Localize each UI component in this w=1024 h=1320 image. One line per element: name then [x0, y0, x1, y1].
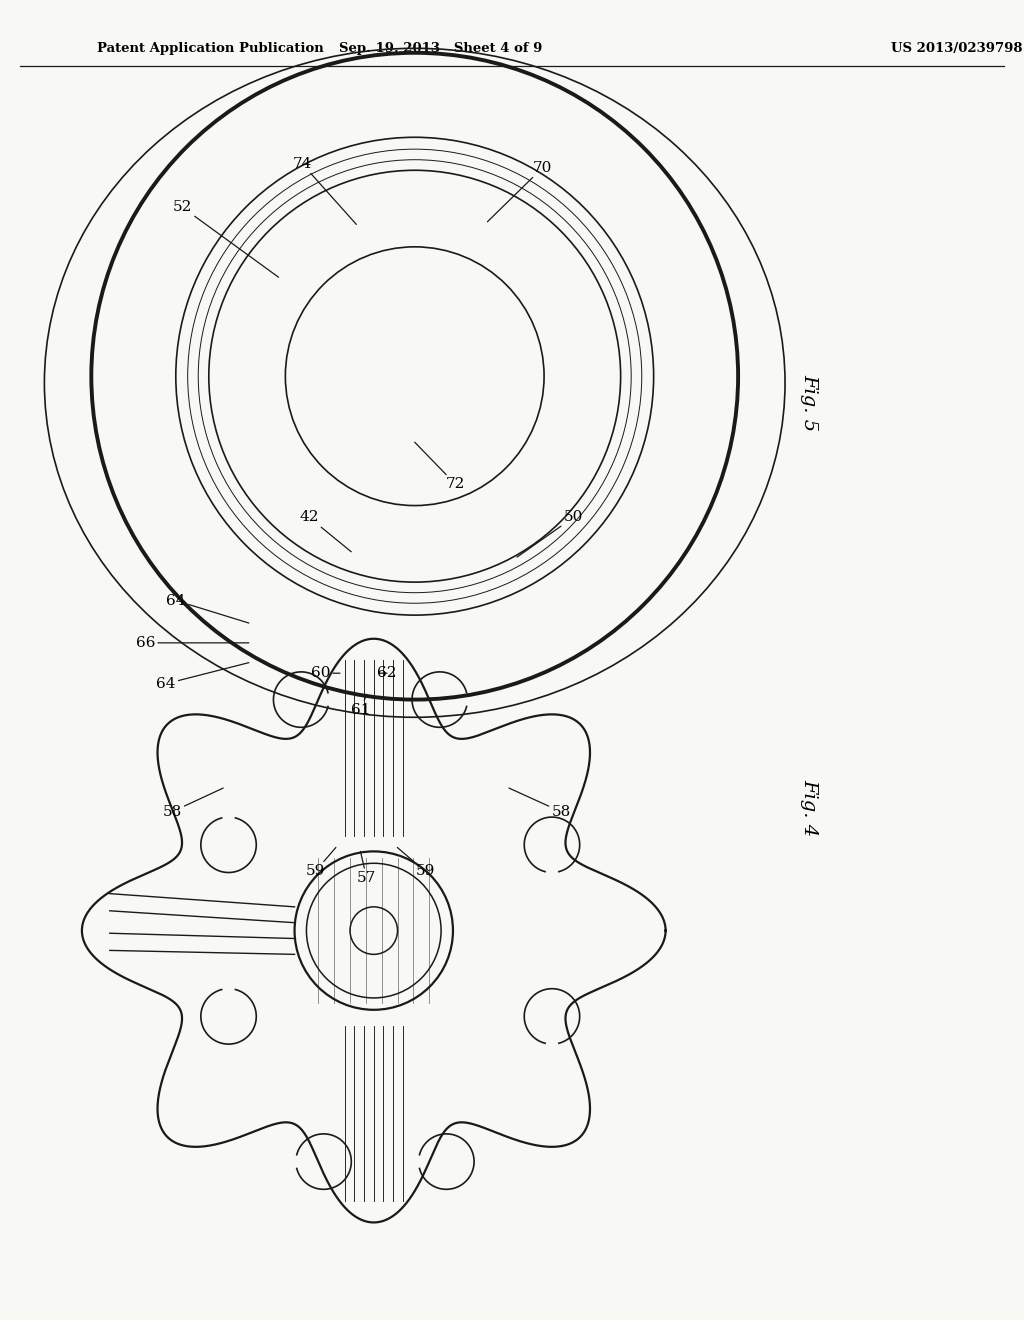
Text: 66: 66	[135, 636, 249, 649]
Text: 70: 70	[487, 161, 552, 222]
Text: 60: 60	[310, 667, 340, 680]
Text: 57: 57	[357, 851, 376, 884]
Text: Patent Application Publication: Patent Application Publication	[97, 42, 324, 55]
Text: 58: 58	[163, 788, 223, 818]
Text: 58: 58	[509, 788, 570, 818]
Text: 74: 74	[293, 157, 356, 224]
Text: 72: 72	[415, 442, 465, 491]
Text: 59: 59	[397, 847, 434, 878]
Text: 52: 52	[173, 201, 279, 277]
Text: 61: 61	[350, 694, 371, 717]
Text: US 2013/0239798 A1: US 2013/0239798 A1	[891, 42, 1024, 55]
Text: Fig. 4: Fig. 4	[800, 779, 818, 837]
Text: Fig. 5: Fig. 5	[800, 374, 818, 432]
Text: 62: 62	[377, 667, 397, 680]
Text: 64: 64	[166, 594, 249, 623]
Text: 64: 64	[156, 663, 249, 690]
Text: 50: 50	[517, 511, 583, 557]
Text: 59: 59	[306, 847, 336, 878]
Text: Sep. 19, 2013   Sheet 4 of 9: Sep. 19, 2013 Sheet 4 of 9	[339, 42, 542, 55]
Text: 42: 42	[299, 511, 351, 552]
